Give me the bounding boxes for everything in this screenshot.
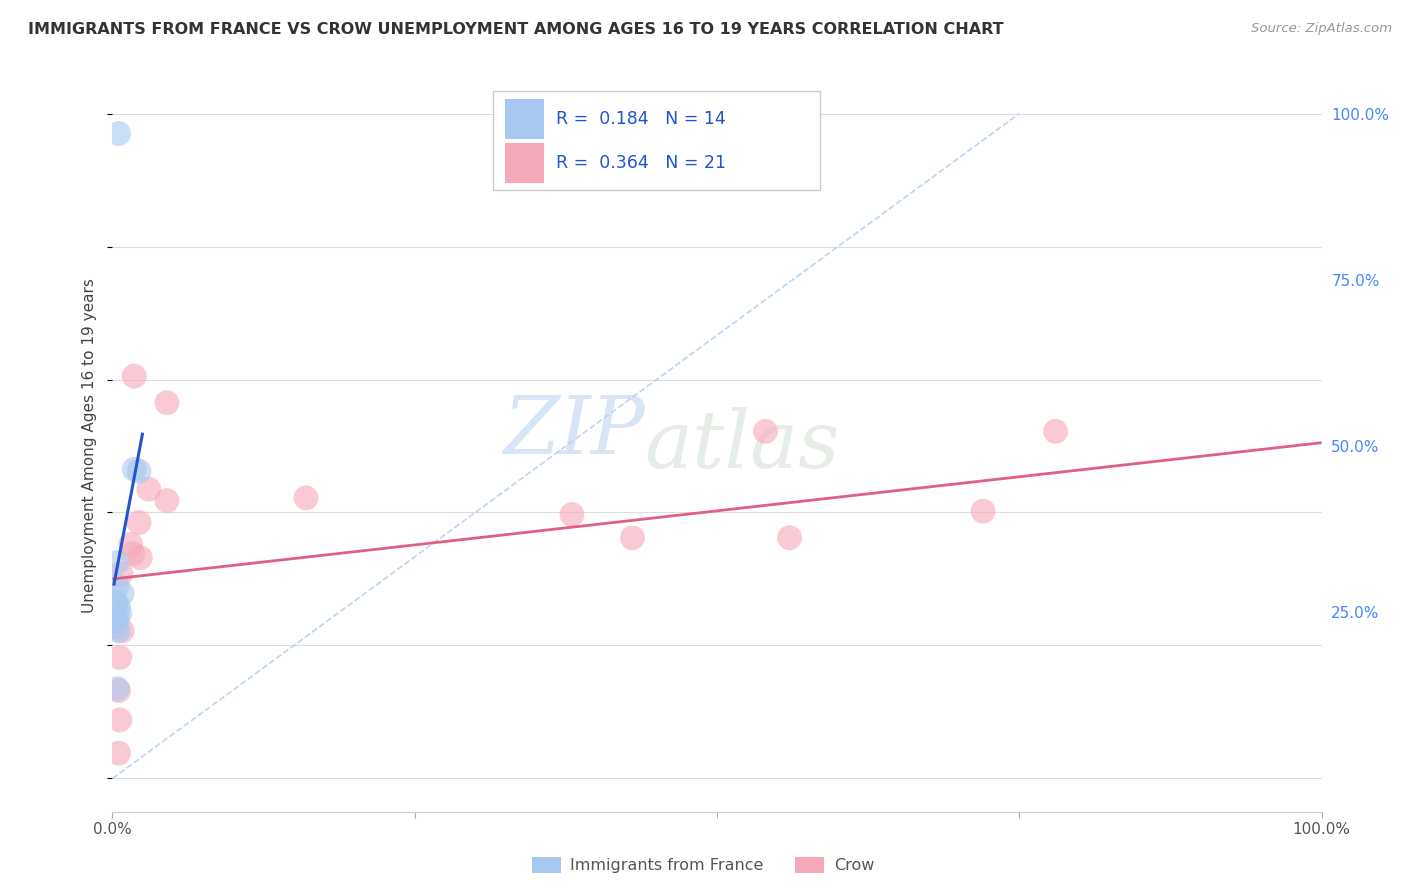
Point [105,620,128,634]
Text: IMMIGRANTS FROM FRANCE VS CROW UNEMPLOYMENT AMONG AGES 16 TO 19 YEARS CORRELATIO: IMMIGRANTS FROM FRANCE VS CROW UNEMPLOYM… [28,22,1004,37]
Point [107,746,129,760]
Point [138,482,160,496]
Point [122,369,145,384]
FancyBboxPatch shape [506,143,544,183]
Text: atlas: atlas [644,408,839,484]
Point [111,624,134,638]
Point [108,650,131,665]
Point [128,464,150,478]
Point [122,547,145,561]
Point [108,607,131,621]
Point [110,566,132,581]
Point [105,610,128,624]
Text: ZIP: ZIP [503,392,644,470]
Point [621,531,644,545]
Point [105,595,128,609]
Point [105,681,128,696]
Point [107,624,129,638]
Point [105,555,128,569]
Text: R =  0.184   N = 14: R = 0.184 N = 14 [557,110,725,128]
Text: Source: ZipAtlas.com: Source: ZipAtlas.com [1251,22,1392,36]
Y-axis label: Unemployment Among Ages 16 to 19 years: Unemployment Among Ages 16 to 19 years [82,278,97,614]
Point [156,396,179,410]
Point [108,713,131,727]
Point [107,127,129,141]
Point [107,599,129,614]
Point [107,683,129,698]
Point [754,425,776,439]
Point [122,462,145,476]
Point [105,614,128,628]
Point [120,537,142,551]
Point [779,531,801,545]
Point [561,508,583,522]
Legend: Immigrants from France, Crow: Immigrants from France, Crow [526,850,880,880]
Point [129,550,152,565]
Point [156,493,179,508]
Point [111,586,134,600]
Point [105,579,128,593]
Text: R =  0.364   N = 21: R = 0.364 N = 21 [557,154,727,172]
Point [1045,425,1067,439]
Point [128,516,150,530]
FancyBboxPatch shape [494,91,820,190]
FancyBboxPatch shape [506,99,544,139]
Point [295,491,318,505]
Point [972,504,994,518]
